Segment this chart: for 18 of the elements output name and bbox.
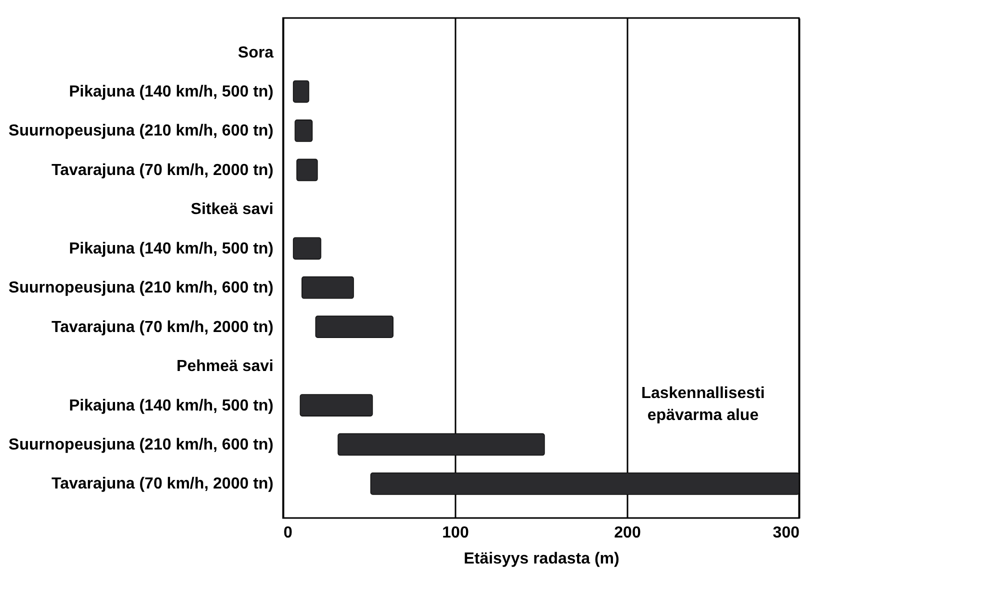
x-tick-label: 200: [614, 524, 641, 542]
y-tick-label: Pikajuna (140 km/h, 500 tn): [68, 84, 274, 101]
y-tick-label: Tavarajuna (70 km/h, 2000 tn): [51, 476, 274, 493]
x-tick-label: 100: [442, 524, 469, 542]
y-tick-label: Tavarajuna (70 km/h, 2000 tn): [51, 318, 274, 336]
y-tick-label: Suurnopeusjuna (210 km/h, 600 tn): [8, 436, 274, 454]
x-tick-label: 300: [772, 524, 800, 542]
x-tick-label: 0: [284, 524, 292, 542]
y-tick-label: Sora: [238, 44, 274, 62]
y-tick-label: Pikajuna (140 km/h, 500 tn): [68, 397, 274, 414]
y-tick-label: Sitkeä savi: [190, 201, 274, 218]
x-axis-title: Etäisyys radasta (m): [464, 550, 620, 568]
y-tick-label: Pikajuna (140 km/h, 500 tn): [68, 240, 274, 258]
y-tick-label: Pehmeä savi: [176, 358, 274, 376]
y-tick-label: Suurnopeusjuna (210 km/h, 600 tn): [8, 280, 274, 297]
y-tick-label: Suurnopeusjuna (210 km/h, 600 tn): [8, 122, 274, 140]
annotation: Laskennallisesti epävarma alue: [641, 385, 765, 424]
y-tick-label: Tavarajuna (70 km/h, 2000 tn): [51, 162, 274, 179]
